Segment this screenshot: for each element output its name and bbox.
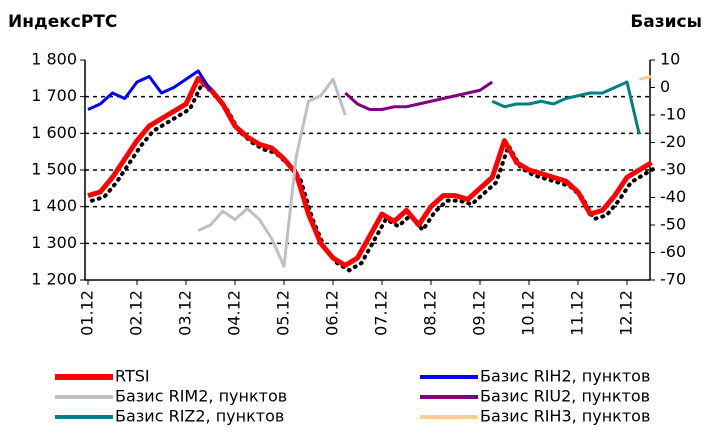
y2-tick-label: 10: [660, 50, 680, 69]
x-tick-label: 03.12: [176, 290, 195, 336]
legend-label: Базис RIM2, пунктов: [115, 387, 287, 406]
line-shadow: [90, 80, 658, 273]
y2-tick-label: -70: [660, 270, 686, 289]
x-tick-label: 04.12: [225, 290, 244, 336]
y-tick-label: 1 200: [31, 270, 77, 289]
y-tick-label: 1 400: [31, 196, 77, 215]
x-tick-label: 11.12: [568, 290, 587, 336]
x-tick-label: 02.12: [127, 290, 146, 336]
y2-title: Базисы: [630, 12, 702, 32]
y2-tick-label: -30: [660, 160, 686, 179]
x-tick-label: 12.12: [617, 290, 636, 336]
x-tick-label: 09.12: [470, 290, 489, 336]
x-tick-label: 05.12: [274, 290, 293, 336]
y2-tick-label: -50: [660, 215, 686, 234]
legend-label: Базис RIH3, пунктов: [480, 407, 650, 426]
series-line: [638, 75, 652, 81]
legend-label: RTSI: [115, 367, 150, 386]
y2-tick-label: 0: [660, 77, 670, 96]
y-tick-label: 1 800: [31, 50, 77, 69]
series-line: [87, 75, 653, 268]
legend-label: Базис RIU2, пунктов: [480, 387, 650, 406]
legend-label: Базис RIH2, пунктов: [480, 367, 650, 386]
x-tick-label: 01.12: [78, 290, 97, 336]
y-tick-label: 1 500: [31, 160, 77, 179]
y-tick-label: 1 300: [31, 233, 77, 252]
chart-title: ИндексРТС: [8, 12, 117, 32]
x-tick-label: 10.12: [519, 290, 538, 336]
x-tick-label: 06.12: [323, 290, 342, 336]
y-tick-label: 1 700: [31, 86, 77, 105]
y2-tick-label: -40: [660, 187, 686, 206]
series-line: [344, 80, 494, 111]
y2-tick-label: -60: [660, 242, 686, 261]
series-line: [491, 80, 641, 135]
y-tick-label: 1 600: [31, 123, 77, 142]
legend-label: Базис RIZ2, пунктов: [115, 407, 284, 426]
series-line: [197, 77, 347, 268]
y2-tick-label: -20: [660, 132, 686, 151]
x-tick-label: 08.12: [421, 290, 440, 336]
y2-tick-label: -10: [660, 105, 686, 124]
x-tick-label: 07.12: [372, 290, 391, 336]
series-line: [87, 69, 212, 111]
